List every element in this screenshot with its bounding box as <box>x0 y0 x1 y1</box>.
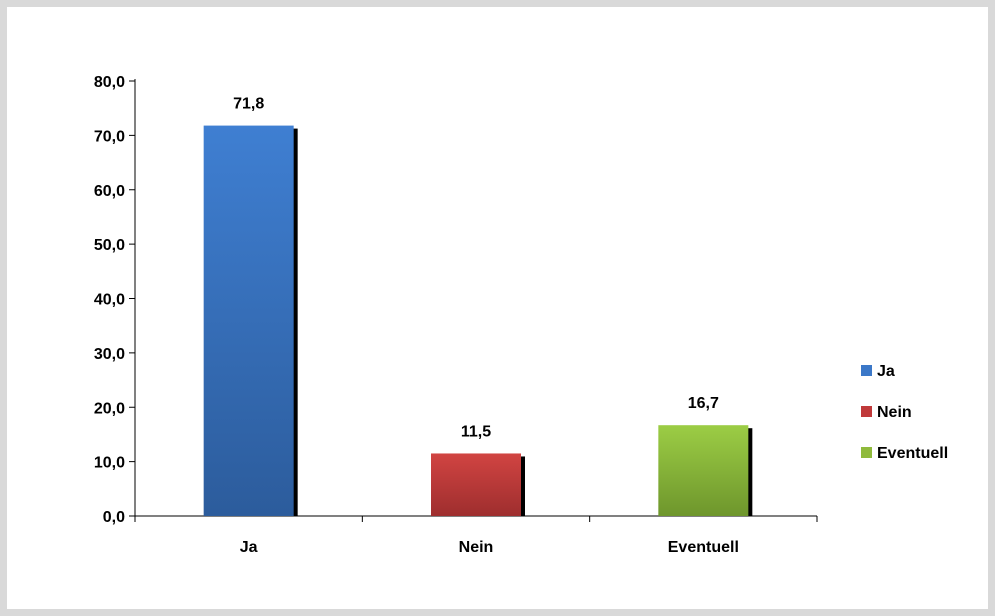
bar-eventuell <box>658 425 749 516</box>
x-tick-group <box>134 516 818 522</box>
legend-swatch <box>861 365 872 376</box>
y-tick-label: 10,0 <box>94 455 125 472</box>
bar-ja <box>203 125 294 517</box>
category-label: Ja <box>240 539 258 556</box>
y-tick-label: 30,0 <box>94 346 125 363</box>
legend-swatch <box>861 406 872 417</box>
data-label: 71,8 <box>233 96 264 113</box>
y-tick-label: 70,0 <box>94 128 125 145</box>
category-label: Nein <box>459 539 494 556</box>
bar-group <box>203 125 753 517</box>
legend: Ja Nein Eventuell <box>861 363 948 462</box>
bar-nein <box>431 453 521 516</box>
y-tick-label: 50,0 <box>94 237 125 254</box>
legend-label: Eventuell <box>877 445 948 462</box>
legend-label: Nein <box>877 404 912 421</box>
bar-chart: 0,0 10,0 20,0 30,0 40,0 50,0 60,0 70,0 80,0 71,8… <box>94 74 948 556</box>
category-label-group: Ja Nein Eventuell <box>240 539 739 556</box>
y-tick-label: 80,0 <box>94 74 125 91</box>
y-tick-group: 0,0 10,0 20,0 30,0 40,0 50,0 60,0 70,0 80,0 <box>94 74 135 526</box>
legend-label: Ja <box>877 363 895 380</box>
data-label-group: 71,8 11,5 16,7 <box>233 96 719 441</box>
y-tick-label: 40,0 <box>94 292 125 309</box>
y-tick-label: 20,0 <box>94 400 125 417</box>
data-label: 16,7 <box>688 395 719 412</box>
y-tick-label: 0,0 <box>103 509 125 526</box>
chart-frame: 0,0 10,0 20,0 30,0 40,0 50,0 60,0 70,0 80,0 71,8… <box>7 7 988 609</box>
category-label: Eventuell <box>668 539 739 556</box>
y-tick-label: 60,0 <box>94 183 125 200</box>
legend-swatch <box>861 447 872 458</box>
data-label: 11,5 <box>461 423 491 440</box>
